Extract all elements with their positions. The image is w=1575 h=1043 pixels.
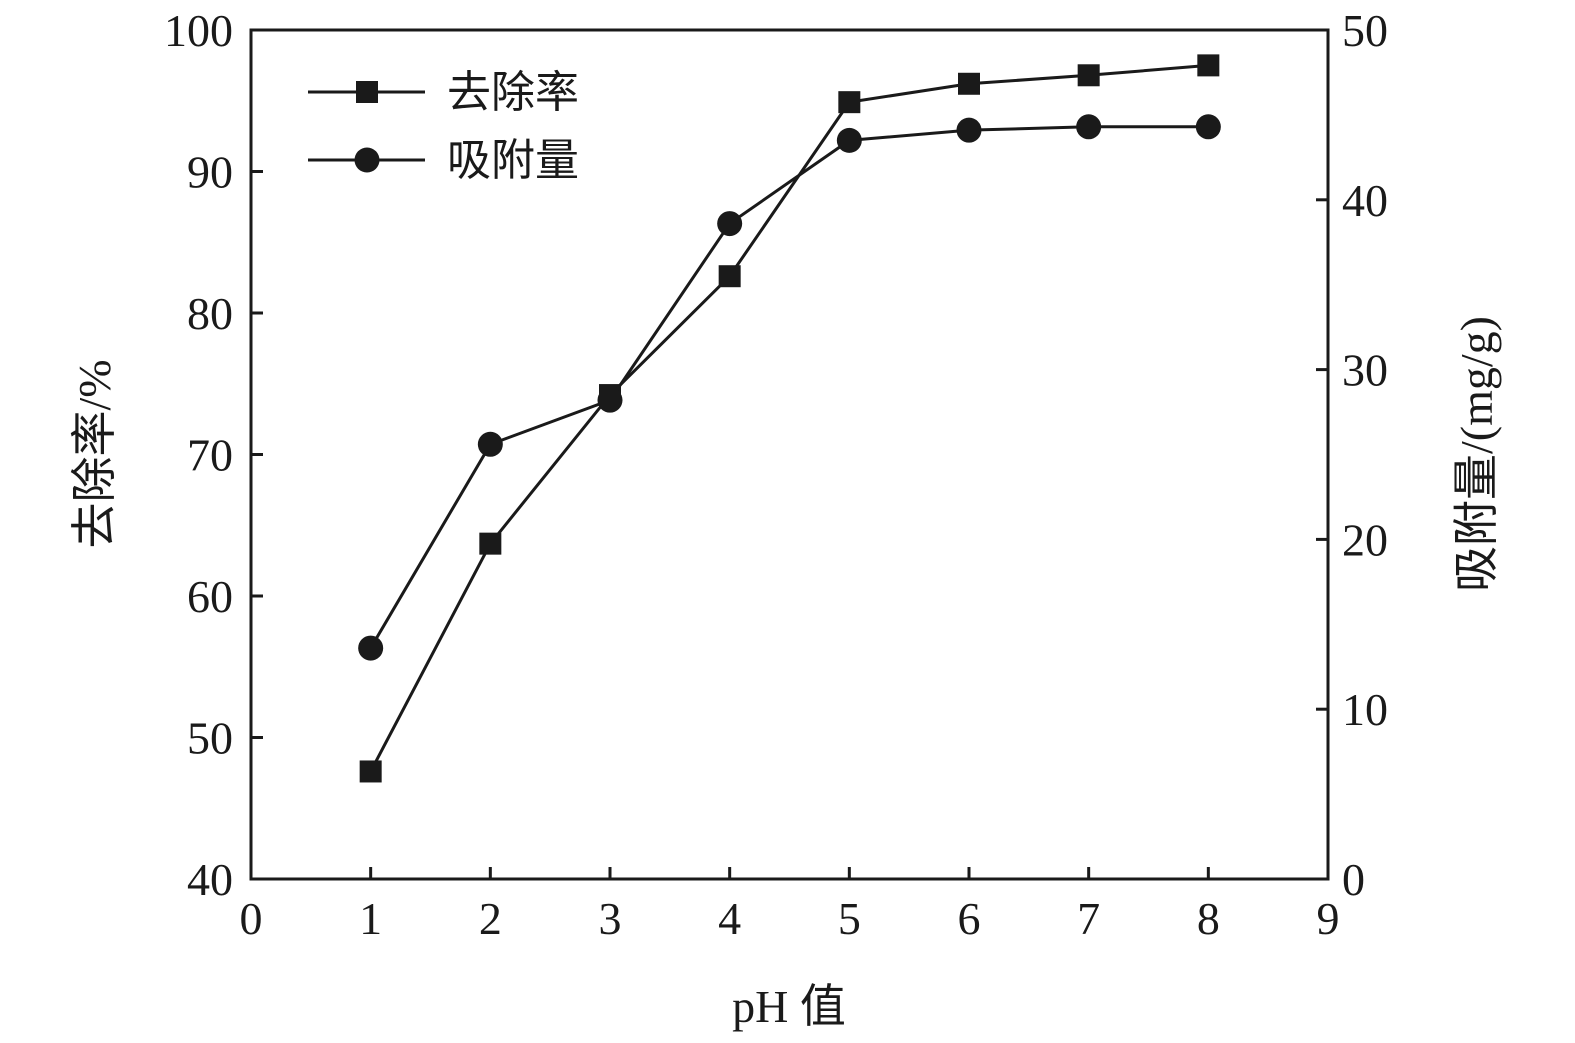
x-tick-label: 5: [838, 893, 861, 944]
series-0-point-7: [1197, 54, 1220, 77]
x-tick-label: 8: [1197, 893, 1220, 944]
y-left-tick-label: 70: [187, 430, 233, 481]
series-layer: [358, 54, 1221, 783]
ticks-layer: 0 1 2 3 4 5 6 7 8 9 40 50 60 70 80 90 100 0 10 20 30 40 50: [164, 5, 1388, 944]
series-1-point-5: [956, 117, 982, 143]
y-left-tick-label: 60: [187, 571, 233, 622]
legend-label-1: 吸附量: [447, 135, 579, 186]
series-0-point-6: [1077, 64, 1100, 87]
x-tick-label: 1: [359, 893, 382, 944]
series-line-0: [369, 63, 1209, 773]
legend-circle-marker: [354, 147, 380, 173]
series-1-point-7: [1195, 114, 1221, 140]
series-0-point-4: [838, 91, 861, 114]
series-1-point-6: [1076, 114, 1102, 140]
x-tick-label: 2: [479, 893, 502, 944]
x-tick-label: 0: [240, 893, 263, 944]
x-tick-label: 6: [958, 893, 981, 944]
legend-label-0: 去除率: [447, 67, 579, 118]
x-tick-label: 7: [1077, 893, 1100, 944]
x-axis-title: pH 值: [732, 981, 846, 1032]
y-right-tick-label: 40: [1342, 175, 1388, 226]
series-1-point-3: [717, 211, 743, 237]
series-0-point-1: [479, 532, 502, 555]
series-0-point-0: [359, 760, 382, 783]
legend-square-marker: [356, 81, 378, 103]
x-tick-label: 9: [1317, 893, 1340, 944]
x-tick-label: 4: [718, 893, 741, 944]
y-right-tick-label: 50: [1342, 5, 1388, 56]
y-axis-right-title: 吸附量/(mg/g): [1451, 316, 1502, 592]
y-right-tick-label: 0: [1342, 854, 1365, 905]
series-0-point-5: [958, 72, 980, 95]
y-left-tick-label: 80: [187, 288, 233, 339]
series-0-point-3: [718, 265, 741, 288]
y-right-tick-label: 20: [1342, 514, 1388, 565]
plot-frame: [249, 28, 1330, 881]
y-left-tick-label: 50: [187, 713, 233, 764]
y-right-tick-label: 30: [1342, 345, 1388, 396]
y-axis-left-title: 去除率/%: [69, 359, 120, 548]
series-1-point-0: [358, 635, 384, 661]
series-line-1: [369, 125, 1209, 649]
y-left-tick-label: 90: [187, 147, 233, 198]
y-left-tick-label: 100: [164, 5, 233, 56]
series-1-point-1: [477, 431, 503, 457]
y-right-tick-label: 10: [1342, 684, 1388, 735]
series-1-point-4: [836, 127, 862, 153]
series-1-point-2: [597, 387, 623, 413]
y-left-tick-label: 40: [187, 854, 233, 905]
x-tick-label: 3: [599, 893, 622, 944]
